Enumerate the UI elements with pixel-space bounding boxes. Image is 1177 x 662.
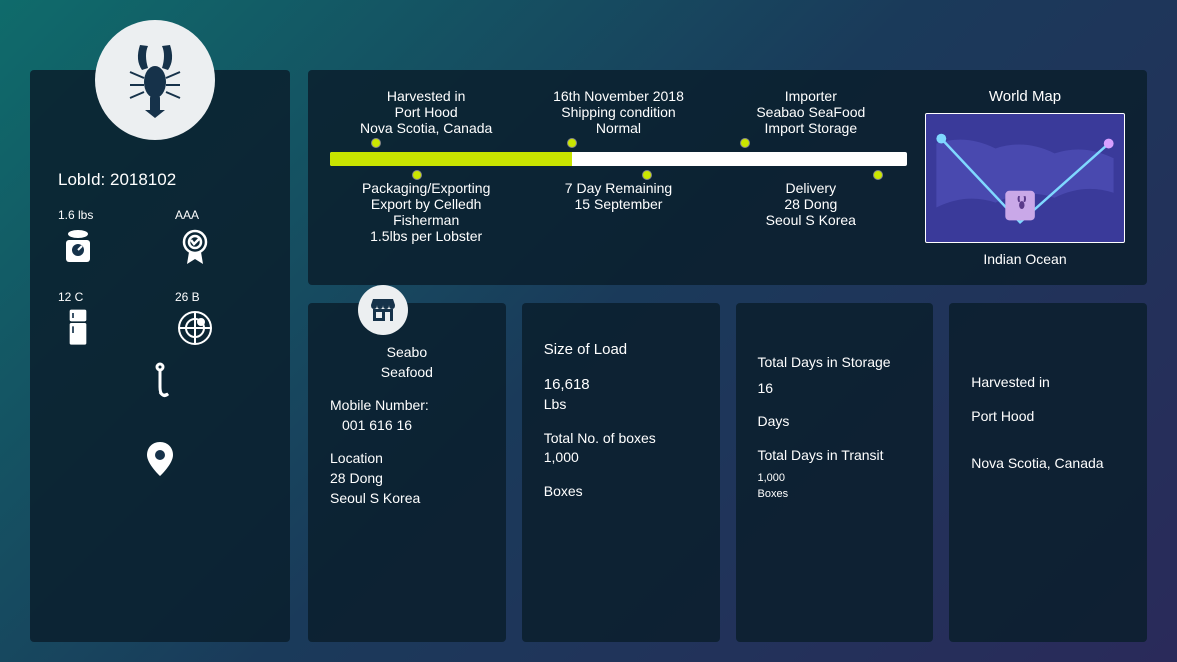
load-size-label: Size of Load (544, 339, 698, 360)
days-unit: Days (758, 412, 912, 432)
transit-label: Total Days in Transit (758, 446, 912, 466)
mobile-label: Mobile Number: (330, 396, 484, 416)
load-boxes-label: Total No. of boxes (544, 429, 698, 449)
load-size-value: 16,618 (544, 374, 698, 395)
badge-icon (175, 226, 215, 266)
hook-icon (148, 362, 172, 402)
load-boxes-unit: Boxes (544, 482, 698, 502)
transit-unit: Boxes (758, 487, 912, 502)
timeline-bottom-2: Delivery 28 Dong Seoul S Korea (715, 180, 907, 244)
location-line2: Seoul S Korea (330, 489, 484, 509)
card-days: Total Days in Storage 16 Days Total Days… (736, 303, 934, 642)
timeline-top-1: 16th November 2018 Shipping condition No… (522, 88, 714, 136)
card-harvest: Harvested in Port Hood Nova Scotia, Cana… (949, 303, 1147, 642)
harvest-place: Port Hood (971, 407, 1125, 427)
timeline-bottom-1: 7 Day Remaining 15 September (522, 180, 714, 244)
sidebar-panel: LobId: 2018102 1.6 lbs AAA (30, 70, 290, 642)
timeline-panel: Harvested in Port Hood Nova Scotia, Cana… (308, 70, 1147, 285)
harvest-region: Nova Scotia, Canada (971, 454, 1125, 474)
lobid-label: LobId: 2018102 (58, 170, 262, 190)
company-name-1: Seabo (330, 343, 484, 363)
storefront-icon (368, 295, 398, 325)
load-boxes-value: 1,000 (544, 448, 698, 468)
card-load: Size of Load 16,618 Lbs Total No. of box… (522, 303, 720, 642)
company-avatar (358, 285, 408, 335)
card-company: Seabo Seafood Mobile Number: 001 616 16 … (308, 303, 506, 642)
transit-value: 1,000 (758, 471, 912, 486)
location-line1: 28 Dong (330, 469, 484, 489)
map-card: World Map Indian Ocean (925, 88, 1125, 267)
harvest-label: Harvested in (971, 373, 1125, 393)
load-size-unit: Lbs (544, 395, 698, 415)
map-title: World Map (925, 88, 1125, 105)
storage-label: Total Days in Storage (758, 353, 912, 373)
map-caption: Indian Ocean (925, 251, 1125, 267)
stat-weight: 1.6 lbs (58, 208, 145, 266)
company-name-2: Seafood (330, 363, 484, 383)
product-avatar (95, 20, 215, 140)
mobile-value: 001 616 16 (330, 416, 484, 436)
location-pin-icon (147, 442, 173, 476)
stat-code: 26 B (175, 290, 262, 348)
stat-weight-label: 1.6 lbs (58, 208, 145, 222)
lobster-icon (120, 40, 190, 120)
timeline-bottom-0: Packaging/Exporting Export by Celledh Fi… (330, 180, 522, 244)
storage-value: 16 (758, 379, 912, 399)
location-label: Location (330, 449, 484, 469)
stat-grade: AAA (175, 208, 262, 266)
timeline-top-2: Importer Seabao SeaFood Import Storage (715, 88, 907, 136)
stat-code-label: 26 B (175, 290, 262, 304)
stat-temp: 12 C (58, 290, 145, 348)
timeline-top-0: Harvested in Port Hood Nova Scotia, Cana… (330, 88, 522, 136)
radar-icon (175, 308, 215, 348)
progress-bar (330, 152, 907, 166)
stat-grade-label: AAA (175, 208, 262, 222)
map-box[interactable] (925, 113, 1125, 243)
scale-icon (58, 226, 98, 266)
fridge-icon (58, 308, 98, 348)
stat-temp-label: 12 C (58, 290, 145, 304)
